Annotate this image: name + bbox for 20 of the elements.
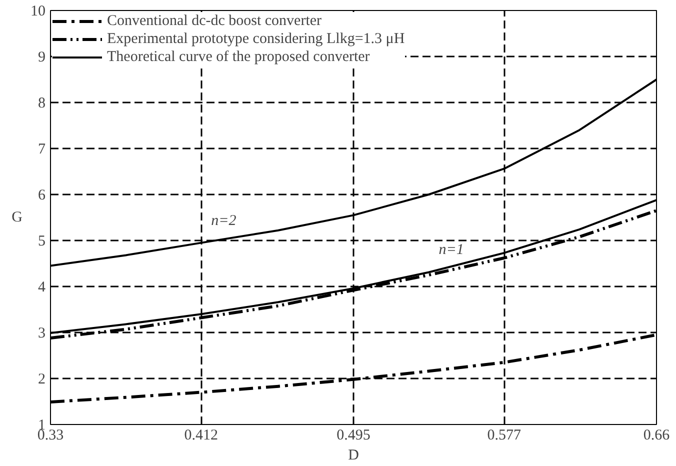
legend-label: Experimental prototype considering Llkg=1.3 μH — [107, 30, 405, 48]
annotation: n=2 — [211, 212, 237, 229]
x-axis-title: D — [348, 448, 360, 464]
y-tick-label: 2 — [38, 372, 46, 388]
y-tick-label: 4 — [38, 280, 46, 296]
legend-label: Conventional dc-dc boost converter — [107, 12, 322, 30]
y-tick-label: 5 — [38, 234, 46, 250]
x-tick-label: 0.577 — [487, 428, 522, 444]
x-tick-label: 0.495 — [336, 428, 370, 444]
y-tick-label: 9 — [38, 50, 46, 66]
legend-label: Theoretical curve of the proposed converter — [107, 48, 370, 66]
annotation: n=1 — [438, 242, 464, 258]
x-tick-label: 0.412 — [184, 428, 218, 444]
y-tick-label: 8 — [38, 96, 46, 112]
y-tick-label: 7 — [38, 142, 46, 158]
y-axis-title: G — [12, 210, 23, 226]
y-tick-label: 10 — [30, 4, 46, 20]
y-tick-label: 6 — [38, 188, 46, 204]
y-tick-label: 3 — [38, 326, 46, 342]
x-tick-label: 0.66 — [643, 428, 670, 444]
